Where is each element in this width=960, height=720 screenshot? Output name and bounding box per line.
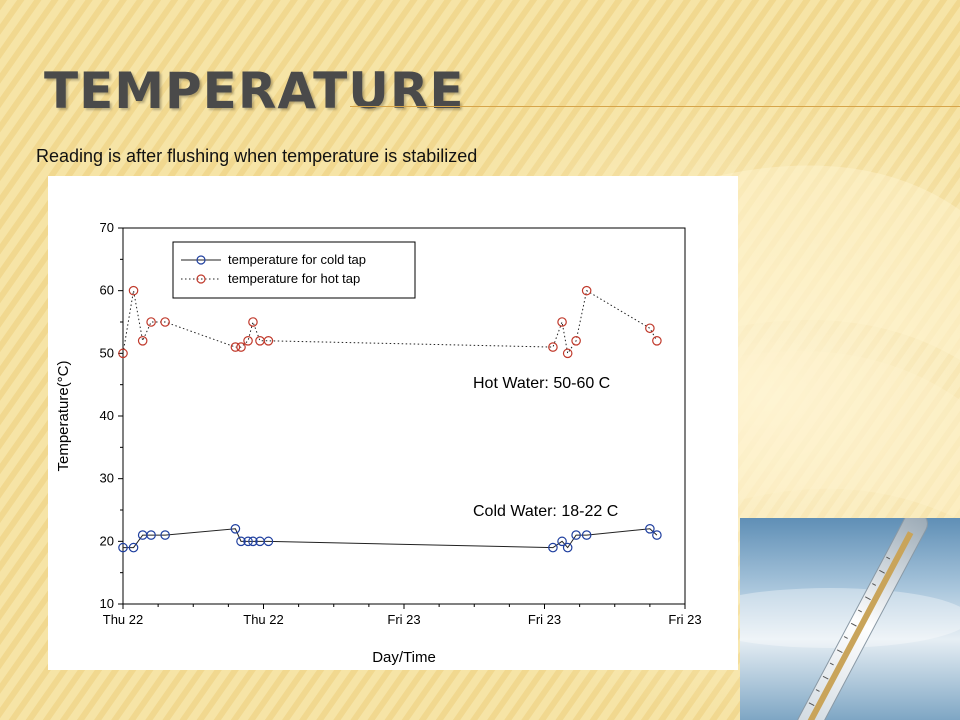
data-point-1-16	[645, 323, 655, 334]
legend-marker-0	[196, 255, 206, 265]
y-tick-label: 40	[100, 408, 114, 423]
x-tick-label: Fri 23	[668, 612, 701, 627]
data-point-1-3	[146, 317, 156, 327]
data-point-1-17	[652, 336, 662, 346]
legend-box	[172, 241, 416, 299]
data-point-0-17	[652, 530, 662, 540]
x-tick-label: Thu 22	[103, 612, 143, 627]
y-tick-label: 20	[100, 533, 114, 548]
data-point-1-6	[236, 342, 246, 352]
data-point-0-1	[128, 542, 139, 553]
x-tick-label: Thu 22	[243, 612, 283, 627]
data-point-1-10	[263, 336, 274, 346]
legend-label-0: temperature for cold tap	[228, 252, 366, 267]
data-point-0-0	[118, 542, 128, 553]
legend-marker-1	[196, 274, 206, 284]
x-tick-label: Fri 23	[387, 612, 420, 627]
series-line-0	[123, 528, 658, 549]
data-point-0-8	[248, 536, 258, 547]
thermometer-photo	[740, 518, 960, 720]
y-axis-label: Temperature(°C)	[55, 360, 72, 471]
legend-label-1: temperature for hot tap	[228, 271, 360, 286]
data-point-0-5	[230, 523, 241, 534]
data-point-1-15	[581, 285, 592, 296]
data-point-0-16	[645, 523, 655, 534]
data-point-1-0	[118, 348, 128, 359]
data-point-1-7	[243, 336, 253, 346]
data-point-0-12	[557, 536, 567, 547]
data-point-1-1	[128, 285, 139, 296]
data-point-1-4	[160, 317, 170, 327]
temperature-chart: 10 20 30 40 50 60 70 Thu 22 Thu 22 Fri 23 Fri 23 Fr…	[55, 220, 702, 666]
title-divider	[350, 106, 960, 107]
y-tick-label: 10	[100, 596, 114, 611]
annotation-0: Hot Water: 50-60 C	[473, 375, 610, 392]
data-point-1-13	[562, 348, 573, 359]
data-point-1-5	[230, 342, 241, 352]
y-tick-label: 50	[100, 345, 114, 360]
data-point-0-15	[581, 530, 592, 540]
y-tick-label: 60	[100, 283, 114, 298]
data-point-0-6	[236, 536, 246, 547]
series-line-1	[122, 289, 658, 355]
data-point-0-14	[571, 530, 581, 540]
data-point-0-3	[146, 530, 156, 540]
data-point-0-10	[263, 536, 274, 547]
data-point-0-13	[562, 542, 573, 553]
data-point-0-7	[243, 536, 253, 547]
data-point-1-12	[557, 317, 567, 327]
x-tick-label: Fri 23	[528, 612, 561, 627]
data-point-1-2	[137, 336, 148, 346]
chart-panel: 10 20 30 40 50 60 70 Thu 22 Thu 22 Fri 23 Fri 23 Fr…	[48, 176, 738, 670]
slide-subtitle: Reading is after flushing when temperatu…	[36, 146, 478, 166]
data-point-0-11	[548, 542, 558, 553]
annotation-1: Cold Water: 18-22 C	[473, 503, 618, 520]
slide-title: TEMPERATURE	[44, 62, 465, 120]
data-point-1-8	[248, 317, 258, 327]
x-axis-label: Day/Time	[372, 649, 436, 666]
thermometer-image	[740, 518, 960, 720]
y-tick-label: 70	[100, 220, 114, 235]
data-point-1-11	[548, 342, 558, 352]
y-tick-label: 30	[100, 471, 114, 486]
data-point-0-4	[160, 530, 170, 540]
data-point-1-14	[571, 336, 581, 346]
